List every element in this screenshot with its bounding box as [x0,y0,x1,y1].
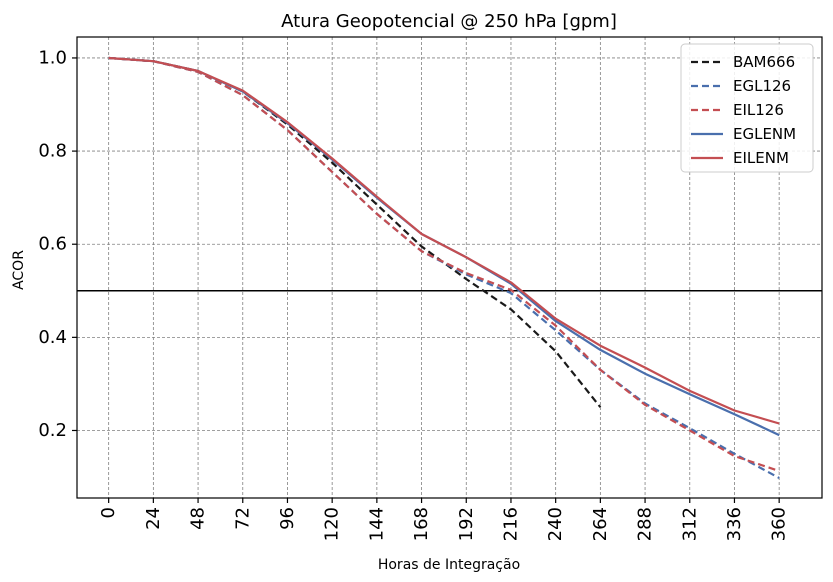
x-tick-label: 120 [322,507,343,541]
x-tick-label: 264 [590,507,611,541]
legend-label-eglenm: EGLENM [733,125,796,143]
series-line-bam666 [108,56,602,408]
x-tick-label: 144 [366,507,387,541]
x-tick-label: 288 [635,507,656,541]
x-tick-label: 312 [679,507,700,541]
legend-label-egl126: EGL126 [733,77,791,95]
y-tick-label: 0.8 [38,141,67,162]
x-axis-label: Horas de Integração [378,557,520,573]
x-tick-label: 96 [277,507,298,530]
x-tick-label: 0 [98,507,119,518]
y-axis-label: ACOR [11,250,27,290]
x-tick-label: 72 [232,507,253,530]
y-axis: 0.2 0.4 0.6 0.8 1.0 [38,47,77,441]
x-tick-label: 48 [188,507,209,530]
legend-box [680,43,814,173]
series-line-egl126 [108,56,780,479]
x-tick-label: 24 [143,507,164,530]
y-tick-label: 0.6 [38,234,67,255]
series-line-eil126 [108,56,780,473]
x-axis: 0 24 48 72 96 120 144 168 192 216 240 264 288 312 336 3… [98,498,790,541]
x-tick-label: 192 [456,507,477,541]
series-layer [108,56,780,479]
y-tick-label: 0.2 [38,420,67,441]
chart-title: Atura Geopotencial @ 250 hPa [gpm] [281,11,617,32]
x-tick-label: 240 [545,507,566,541]
plot-frame [76,36,823,499]
x-tick-label: 336 [724,507,745,541]
legend-label-eil126: EIL126 [733,101,784,119]
x-tick-label: 168 [411,507,432,541]
legend-label-bam666: BAM666 [733,53,795,71]
x-tick-label: 360 [769,507,790,541]
y-tick-label: 0.4 [38,327,67,348]
y-tick-label: 1.0 [38,47,67,68]
legend: BAM666 EGL126 EIL126 EGLENM EILENM [680,43,814,173]
series-line-eilenm [108,56,780,425]
legend-label-eilenm: EILENM [733,149,789,167]
x-tick-label: 216 [500,507,521,541]
